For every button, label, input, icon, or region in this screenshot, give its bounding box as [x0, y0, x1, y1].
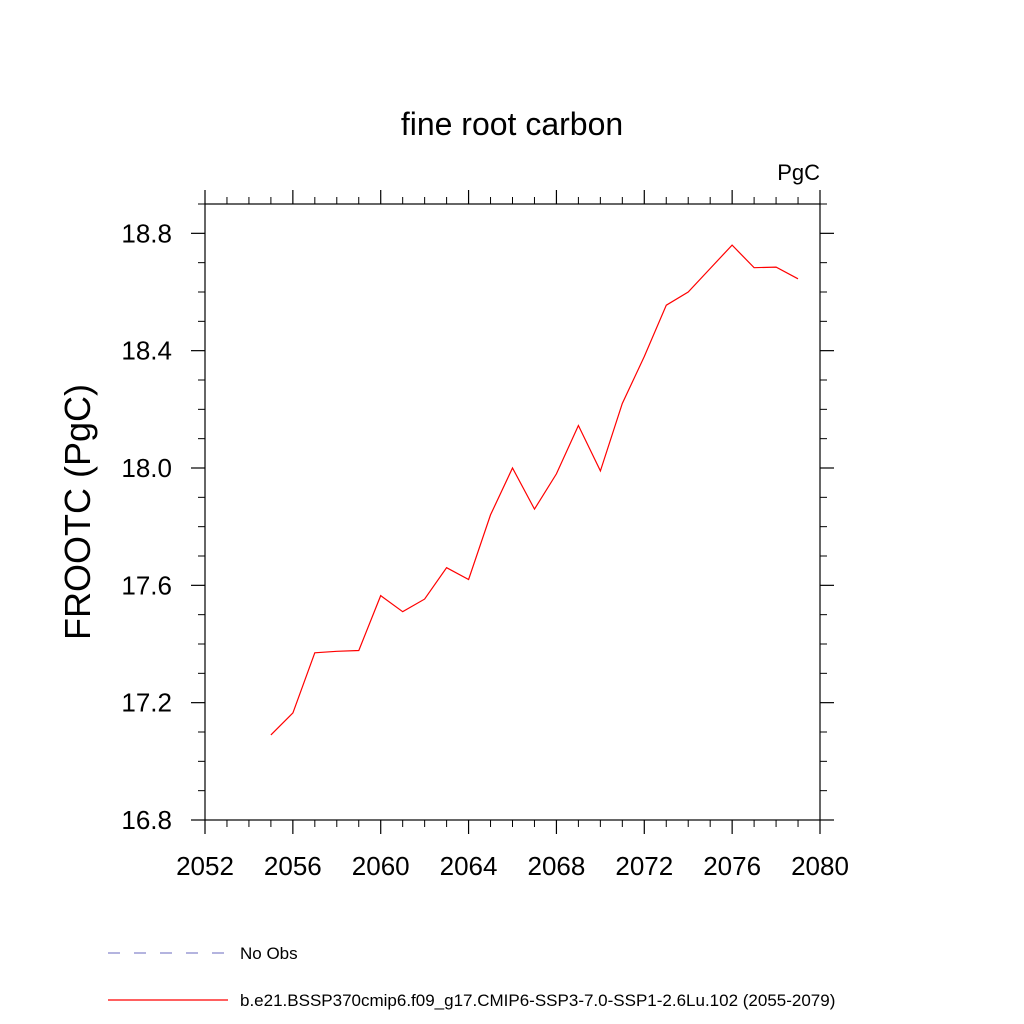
chart-title: fine root carbon — [401, 106, 623, 142]
x-tick-label: 2068 — [528, 851, 586, 881]
y-tick-label: 17.6 — [121, 570, 172, 600]
series-layer — [270, 244, 799, 736]
series-line — [270, 244, 799, 736]
y-axis-label: FROOTC (PgC) — [57, 384, 98, 640]
y-tick-label: 18.8 — [121, 218, 172, 248]
y-tick-label: 16.8 — [121, 805, 172, 835]
axis-ticks — [191, 190, 834, 834]
x-tick-label: 2056 — [264, 851, 322, 881]
legend-label-no-obs: No Obs — [240, 944, 298, 963]
axis-tick-labels: 2052 2056 2060 2064 2068 2072 2076 2080 16.8 17.2… — [121, 218, 849, 881]
y-tick-label: 18.0 — [121, 453, 172, 483]
x-tick-label: 2052 — [176, 851, 234, 881]
legend-label-model: b.e21.BSSP370cmip6.f09_g17.CMIP6-SSP3-7.… — [240, 991, 835, 1010]
x-tick-label: 2072 — [615, 851, 673, 881]
x-tick-label: 2064 — [440, 851, 498, 881]
legend: No Obs b.e21.BSSP370cmip6.f09_g17.CMIP6-… — [108, 944, 835, 1010]
x-tick-label: 2080 — [791, 851, 849, 881]
y-tick-label: 18.4 — [121, 336, 172, 366]
y-tick-label: 17.2 — [121, 688, 172, 718]
units-label: PgC — [777, 160, 820, 185]
x-tick-label: 2076 — [703, 851, 761, 881]
x-tick-label: 2060 — [352, 851, 410, 881]
plot-frame — [204, 203, 821, 821]
